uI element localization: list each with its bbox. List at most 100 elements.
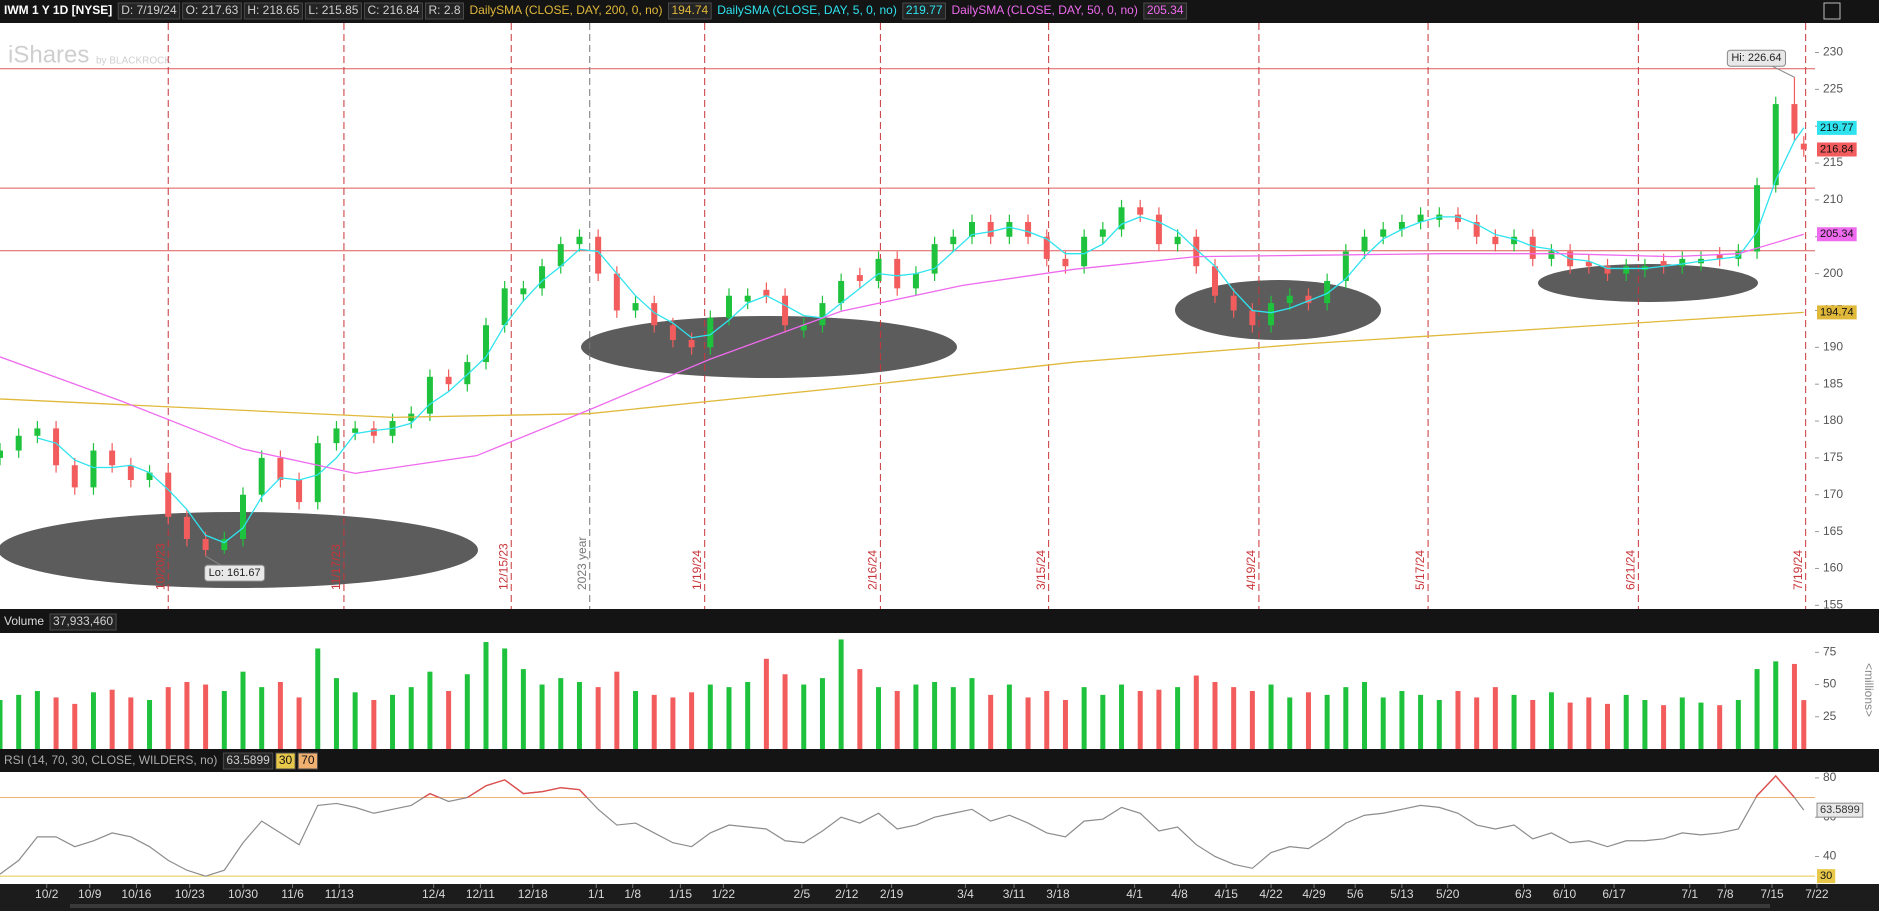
candle-body (1099, 229, 1106, 237)
candle-body (445, 376, 452, 385)
rsi-last-value: 63.5899 (1820, 804, 1860, 816)
annotation-label: Hi: 226.64 (1731, 52, 1781, 64)
volume-title: Volume (4, 614, 44, 628)
event-label: 12/15/23 (496, 543, 510, 590)
watermark: iShares (8, 41, 89, 68)
candle-body (1604, 266, 1611, 274)
rsi-last-box (1816, 802, 1864, 818)
volume-bar (633, 691, 639, 749)
candle-body (314, 443, 321, 503)
volume-bar (707, 684, 713, 749)
quote-field-box (182, 2, 242, 20)
last-close-tag: 216.84 (1820, 143, 1854, 155)
candle-body (15, 435, 22, 451)
volume-bar (34, 691, 40, 749)
candle-body (688, 339, 695, 348)
candle-body (613, 273, 620, 311)
sma-line (37, 127, 1805, 544)
candle-body (1417, 214, 1424, 223)
candle-body (632, 303, 639, 311)
candle-body (1342, 251, 1349, 281)
volume-bar (1436, 700, 1442, 749)
x-tick-label: 11/13 (325, 887, 354, 901)
quote-field-box (424, 2, 464, 20)
x-tick-label: 1/1 (588, 887, 605, 901)
volume-bar (259, 687, 265, 749)
rsi-level-tag: 30 (1820, 870, 1832, 882)
event-label: 11/17/23 (329, 544, 343, 590)
y-tick-label: 165 (1823, 524, 1843, 538)
y-tick-label: 190 (1823, 339, 1843, 353)
candle-body (1249, 310, 1256, 326)
rsi-level-value: 30 (279, 753, 293, 767)
volume-bar (1773, 661, 1779, 749)
volume-bar (1661, 705, 1667, 749)
candle-body (1155, 214, 1162, 245)
volume-bar (969, 678, 975, 749)
scrollbar[interactable] (70, 904, 1770, 908)
study-name: DailySMA (CLOSE, DAY, 5, 0, no) (717, 3, 897, 17)
candle-body (1454, 214, 1461, 223)
candle-body (800, 325, 807, 331)
volume-bar (576, 681, 582, 749)
annotation-label: Lo: 161.67 (209, 567, 261, 579)
x-tick-label: 4/22 (1259, 887, 1283, 901)
volume-bar (1193, 675, 1199, 749)
price-panel (0, 23, 1879, 609)
x-tick-label: 5/6 (1347, 887, 1364, 901)
volume-value: 37,933,460 (53, 614, 113, 628)
candle-body (165, 472, 172, 517)
candle-body (931, 244, 938, 274)
candle-body (1772, 104, 1779, 186)
candle-body (520, 288, 527, 295)
candle-body (90, 450, 97, 488)
rsi-title: RSI (14, 70, 30, CLOSE, WILDERS, no) (4, 753, 217, 767)
volume-bar (1698, 702, 1704, 749)
volume-bar (408, 687, 414, 749)
candle-body (1268, 303, 1275, 326)
volume-bar (1791, 663, 1797, 749)
candle-body (557, 244, 564, 267)
x-tick-label: 7/1 (1681, 887, 1698, 901)
candle-body (651, 303, 658, 326)
x-tick-label: 4/8 (1171, 887, 1188, 901)
candle-body (1679, 258, 1686, 267)
x-tick-label: 7/8 (1717, 887, 1734, 901)
quote-field: R: 2.8 (428, 3, 460, 17)
candle-body (426, 376, 433, 414)
candle-body (595, 236, 602, 274)
volume-bar (1062, 700, 1068, 749)
ellipse (1175, 280, 1381, 340)
x-tick-label: 6/10 (1553, 887, 1577, 901)
last-value-tag: 205.34 (1820, 228, 1854, 240)
x-tick-label: 1/15 (669, 887, 693, 901)
last-close-tag-box (1817, 142, 1857, 157)
candle-body (1137, 207, 1144, 215)
candle-body (1062, 258, 1069, 267)
event-label: 10/20/23 (153, 543, 167, 590)
volume-bar (782, 674, 788, 749)
candle-body (669, 325, 676, 340)
volume-bar (0, 700, 3, 749)
volume-bar (726, 687, 732, 749)
candle-body (1286, 295, 1293, 304)
volume-bar (1137, 691, 1143, 749)
volume-bar (1081, 687, 1087, 749)
volume-bar (147, 700, 153, 749)
candle-body (1735, 251, 1742, 259)
x-tick-label: 7/22 (1805, 887, 1829, 901)
event-label: 1/19/24 (690, 550, 704, 590)
volume-bar (1287, 697, 1293, 749)
volume-bar (109, 689, 115, 749)
x-tick-label: 10/2 (35, 887, 59, 901)
candle-body (1716, 254, 1723, 259)
volume-bar (1212, 681, 1218, 749)
volume-bar (932, 681, 938, 749)
candle-body (1380, 229, 1387, 237)
study-value-box (667, 2, 712, 20)
y-tick-label: 75 (1823, 645, 1837, 659)
maximize-icon[interactable] (1823, 2, 1841, 20)
volume-bar (1343, 687, 1349, 749)
ellipse (0, 512, 478, 588)
